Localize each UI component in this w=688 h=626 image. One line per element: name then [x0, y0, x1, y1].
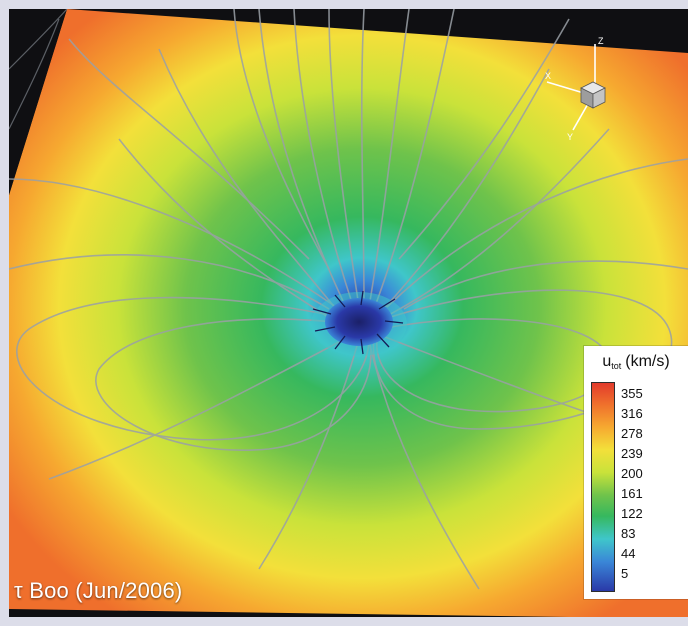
legend-tick: 161	[621, 486, 643, 501]
wind-visualization	[9, 9, 688, 617]
legend-title: utot (km/s)	[584, 353, 688, 375]
axis-z-label: Z	[598, 36, 604, 46]
legend-title-sub: tot	[611, 361, 622, 371]
star	[311, 290, 407, 356]
legend-tick: 122	[621, 506, 643, 521]
legend-title-main: u	[602, 353, 612, 370]
color-legend: utot (km/s) 355 316 278 239 200 161 122 8…	[584, 346, 688, 599]
axis-y-label: Y	[567, 132, 573, 142]
figure-caption: τ Boo (Jun/2006)	[14, 578, 183, 603]
legend-tick: 200	[621, 466, 643, 481]
axes-triad-lines	[546, 44, 596, 131]
axes-cube-icon	[580, 81, 606, 109]
axis-x-label: X	[545, 71, 551, 81]
legend-colorbar	[591, 382, 615, 592]
legend-tick: 355	[621, 386, 643, 401]
legend-title-unit: (km/s)	[625, 353, 670, 370]
legend-tick: 239	[621, 446, 643, 461]
legend-tick: 44	[621, 546, 636, 561]
legend-tick: 83	[621, 526, 636, 541]
axes-triad: Z X Y	[545, 30, 655, 150]
legend-tick: 278	[621, 426, 643, 441]
field-lines-background	[9, 9, 68, 130]
visualization-canvas	[9, 9, 688, 617]
legend-ticks: 355 316 278 239 200 161 122 83 44 5	[621, 382, 685, 592]
legend-tick: 5	[621, 566, 629, 581]
legend-tick: 316	[621, 406, 643, 421]
background-corner	[9, 9, 67, 195]
magnetic-field-lines	[9, 9, 688, 590]
